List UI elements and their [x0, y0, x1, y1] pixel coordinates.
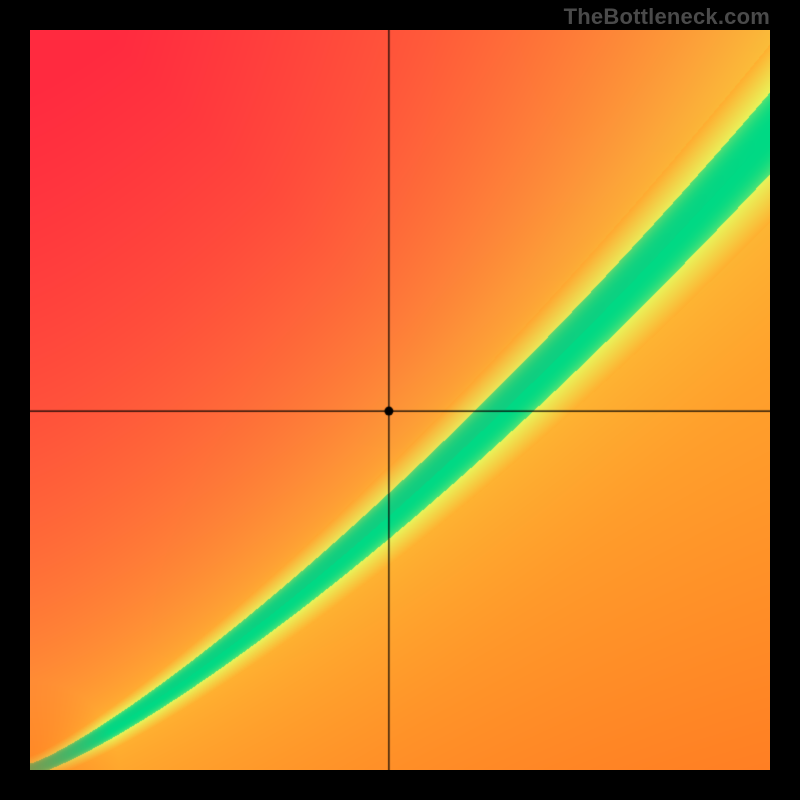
- bottleneck-heatmap: [30, 30, 770, 770]
- watermark-text: TheBottleneck.com: [564, 4, 770, 30]
- chart-container: { "watermark": { "text": "TheBottleneck.…: [0, 0, 800, 800]
